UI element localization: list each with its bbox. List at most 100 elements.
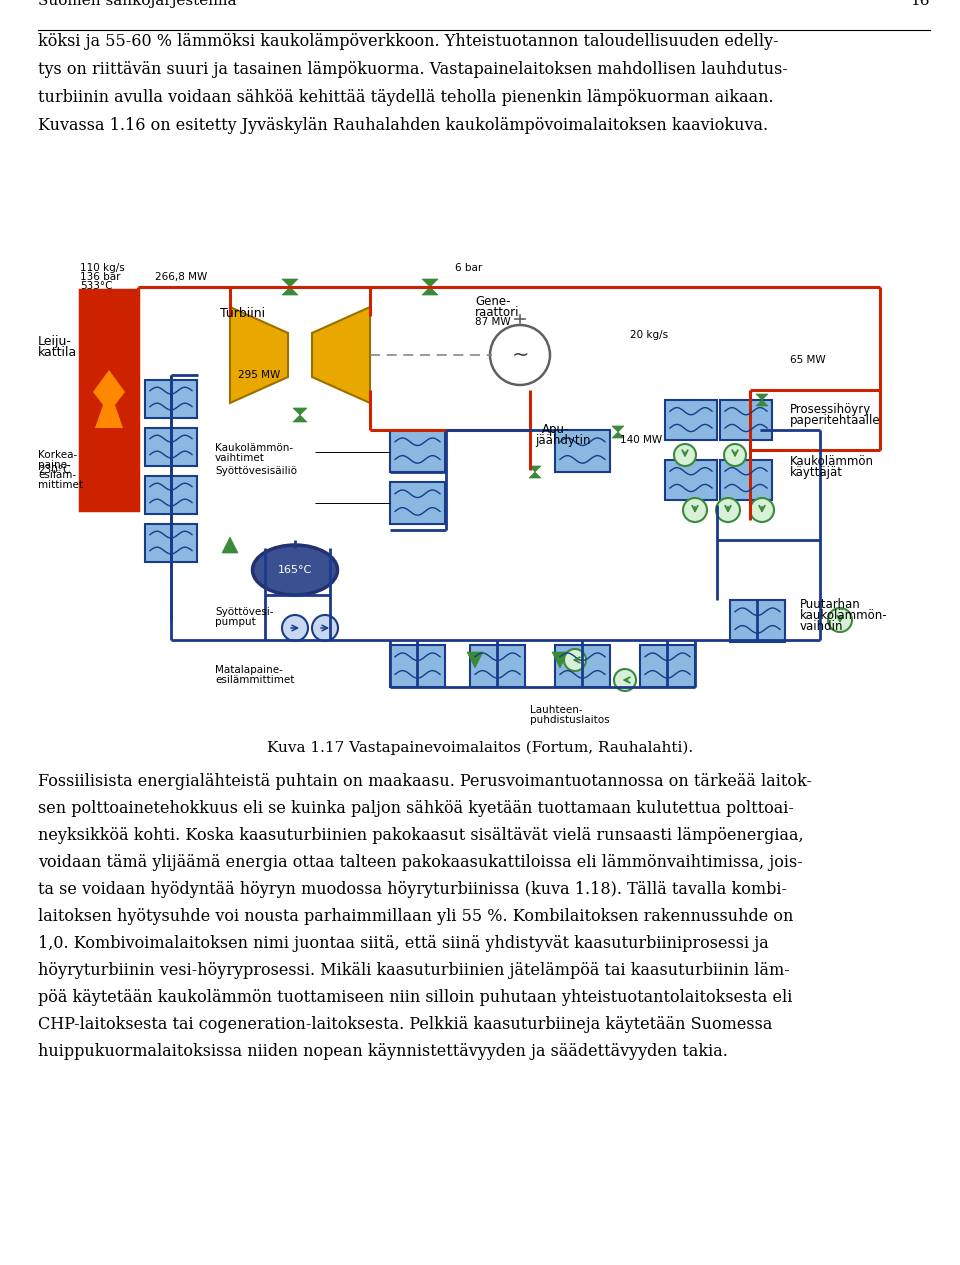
Circle shape <box>312 615 338 641</box>
FancyBboxPatch shape <box>665 400 717 440</box>
Polygon shape <box>756 393 768 400</box>
Text: Prosessihöyry: Prosessihöyry <box>790 404 872 416</box>
Text: 136 bar: 136 bar <box>80 272 121 282</box>
Text: 20 kg/s: 20 kg/s <box>630 330 668 340</box>
FancyBboxPatch shape <box>145 380 197 417</box>
Text: ~: ~ <box>512 345 529 366</box>
Circle shape <box>564 649 586 670</box>
Text: CHP-laitoksesta tai cogeneration-laitoksesta. Pelkkiä kaasuturbiineja käytetään : CHP-laitoksesta tai cogeneration-laitoks… <box>38 1016 773 1034</box>
Polygon shape <box>529 466 541 472</box>
Circle shape <box>614 669 636 691</box>
FancyBboxPatch shape <box>470 645 525 687</box>
Text: kattila: kattila <box>38 347 77 359</box>
Text: Kuvassa 1.16 on esitetty Jyväskylän Rauhalahden kaukolämpövoimalaitoksen kaaviok: Kuvassa 1.16 on esitetty Jyväskylän Rauh… <box>38 116 768 134</box>
Text: vaihtimet: vaihtimet <box>215 453 265 463</box>
Polygon shape <box>93 369 125 428</box>
Text: 266,8 MW: 266,8 MW <box>155 272 207 282</box>
Text: Suomen sähköjärjestelmä: Suomen sähköjärjestelmä <box>38 0 236 8</box>
Text: esiläm-: esiläm- <box>38 471 76 479</box>
Text: paperitehtaalle: paperitehtaalle <box>790 414 880 428</box>
FancyBboxPatch shape <box>665 460 717 500</box>
Text: 140 MW: 140 MW <box>620 435 662 445</box>
Text: Kaukolämmön-: Kaukolämmön- <box>215 443 293 453</box>
Polygon shape <box>552 651 568 668</box>
FancyBboxPatch shape <box>145 476 197 514</box>
Text: Matalapaine-: Matalapaine- <box>215 665 283 676</box>
Polygon shape <box>612 433 624 438</box>
Circle shape <box>490 325 550 385</box>
Text: raattori: raattori <box>475 306 519 319</box>
Text: 295 MW: 295 MW <box>238 369 280 380</box>
Polygon shape <box>756 400 768 406</box>
Text: Syöttövesi-: Syöttövesi- <box>215 607 274 617</box>
Polygon shape <box>293 415 307 423</box>
Text: 65 MW: 65 MW <box>790 355 826 366</box>
Polygon shape <box>282 287 298 295</box>
Text: vaihdin: vaihdin <box>800 620 844 632</box>
Circle shape <box>828 608 852 632</box>
Text: 6 bar: 6 bar <box>455 263 482 273</box>
Text: 110 kg/s: 110 kg/s <box>80 263 125 273</box>
Text: höyryturbiinin vesi-höyryprosessi. Mikäli kaasuturbiinien jätelämpöä tai kaasutu: höyryturbiinin vesi-höyryprosessi. Mikäl… <box>38 961 790 979</box>
Polygon shape <box>230 307 288 404</box>
FancyBboxPatch shape <box>640 645 695 687</box>
Text: turbiinin avulla voidaan sähköä kehittää täydellä teholla pienenkin lämpökuorman: turbiinin avulla voidaan sähköä kehittää… <box>38 89 774 106</box>
Text: Gene-: Gene- <box>475 295 511 307</box>
Text: Turbiini: Turbiini <box>220 307 265 320</box>
Text: esilämmittimet: esilämmittimet <box>215 676 295 686</box>
Polygon shape <box>293 409 307 415</box>
Circle shape <box>750 498 774 522</box>
Circle shape <box>282 615 308 641</box>
Text: käyttäjät: käyttäjät <box>790 466 843 479</box>
Polygon shape <box>312 307 370 404</box>
Text: ta se voidaan hyödyntää höyryn muodossa höyryturbiinissa (kuva 1.18). Tällä tava: ta se voidaan hyödyntää höyryn muodossa … <box>38 880 787 898</box>
Text: Korkea-: Korkea- <box>38 450 77 460</box>
Circle shape <box>716 498 740 522</box>
FancyBboxPatch shape <box>720 400 772 440</box>
Ellipse shape <box>252 545 338 595</box>
Text: mittimet: mittimet <box>38 479 83 490</box>
Text: 533°C: 533°C <box>80 281 112 291</box>
Text: Puutarhan: Puutarhan <box>800 598 861 611</box>
FancyBboxPatch shape <box>555 430 610 472</box>
Circle shape <box>674 444 696 466</box>
Text: jäähdytin: jäähdytin <box>535 434 590 447</box>
Text: köksi ja 55-60 % lämmöksi kaukolämpöverkkoon. Yhteistuotannon taloudellisuuden e: köksi ja 55-60 % lämmöksi kaukolämpöverk… <box>38 33 779 51</box>
Text: 165°C: 165°C <box>277 565 312 576</box>
Text: sen polttoainetehokkuus eli se kuinka paljon sähköä kyetään tuottamaan kulutettu: sen polttoainetehokkuus eli se kuinka pa… <box>38 799 794 817</box>
Text: laitoksen hyötysuhde voi nousta parhaimmillaan yli 55 %. Kombilaitoksen rakennus: laitoksen hyötysuhde voi nousta parhaimm… <box>38 908 793 925</box>
FancyBboxPatch shape <box>145 428 197 466</box>
Polygon shape <box>529 472 541 478</box>
Text: huippukuormalaitoksissa niiden nopean käynnistettävyyden ja säädettävyyden takia: huippukuormalaitoksissa niiden nopean kä… <box>38 1044 728 1060</box>
Text: 87 MW: 87 MW <box>475 318 511 326</box>
Text: Lauhteen-: Lauhteen- <box>530 705 583 715</box>
Polygon shape <box>222 538 238 553</box>
FancyBboxPatch shape <box>390 430 445 472</box>
FancyBboxPatch shape <box>390 645 445 687</box>
Text: kaukolämmön-: kaukolämmön- <box>800 608 888 622</box>
Text: Apu-: Apu- <box>542 423 569 436</box>
Text: neyksikköä kohti. Koska kaasuturbiinien pakokaasut sisältävät vielä runsaasti lä: neyksikköä kohti. Koska kaasuturbiinien … <box>38 827 804 844</box>
FancyBboxPatch shape <box>730 600 785 643</box>
Polygon shape <box>612 426 624 433</box>
Circle shape <box>683 498 707 522</box>
Text: 16: 16 <box>910 0 930 8</box>
Text: Leiju-: Leiju- <box>38 335 72 348</box>
Text: Fossiilisista energialähteistä puhtain on maakaasu. Perusvoimantuotannossa on tä: Fossiilisista energialähteistä puhtain o… <box>38 773 812 791</box>
Polygon shape <box>422 287 438 295</box>
Text: Syöttövesisäiliö: Syöttövesisäiliö <box>215 466 297 476</box>
Polygon shape <box>282 280 298 287</box>
Polygon shape <box>467 651 483 668</box>
Polygon shape <box>422 280 438 287</box>
Text: puhdistuslaitos: puhdistuslaitos <box>530 715 610 725</box>
Text: tys on riittävän suuri ja tasainen lämpökuorma. Vastapainelaitoksen mahdollisen : tys on riittävän suuri ja tasainen lämpö… <box>38 61 788 78</box>
Text: voidaan tämä ylijäämä energia ottaa talteen pakokaasukattiloissa eli lämmönvaiht: voidaan tämä ylijäämä energia ottaa talt… <box>38 854 803 872</box>
FancyBboxPatch shape <box>555 645 610 687</box>
Text: pöä käytetään kaukolämmön tuottamiseen niin silloin puhutaan yhteistuotantolaito: pöä käytetään kaukolämmön tuottamiseen n… <box>38 989 792 1006</box>
FancyBboxPatch shape <box>390 482 445 524</box>
Text: 1,0. Kombivoimalaitoksen nimi juontaa siitä, että siinä yhdistyvät kaasuturbiini: 1,0. Kombivoimalaitoksen nimi juontaa si… <box>38 935 769 953</box>
FancyBboxPatch shape <box>80 290 138 510</box>
Text: 230°C: 230°C <box>38 466 70 474</box>
Text: paine-: paine- <box>38 460 71 471</box>
Circle shape <box>724 444 746 466</box>
